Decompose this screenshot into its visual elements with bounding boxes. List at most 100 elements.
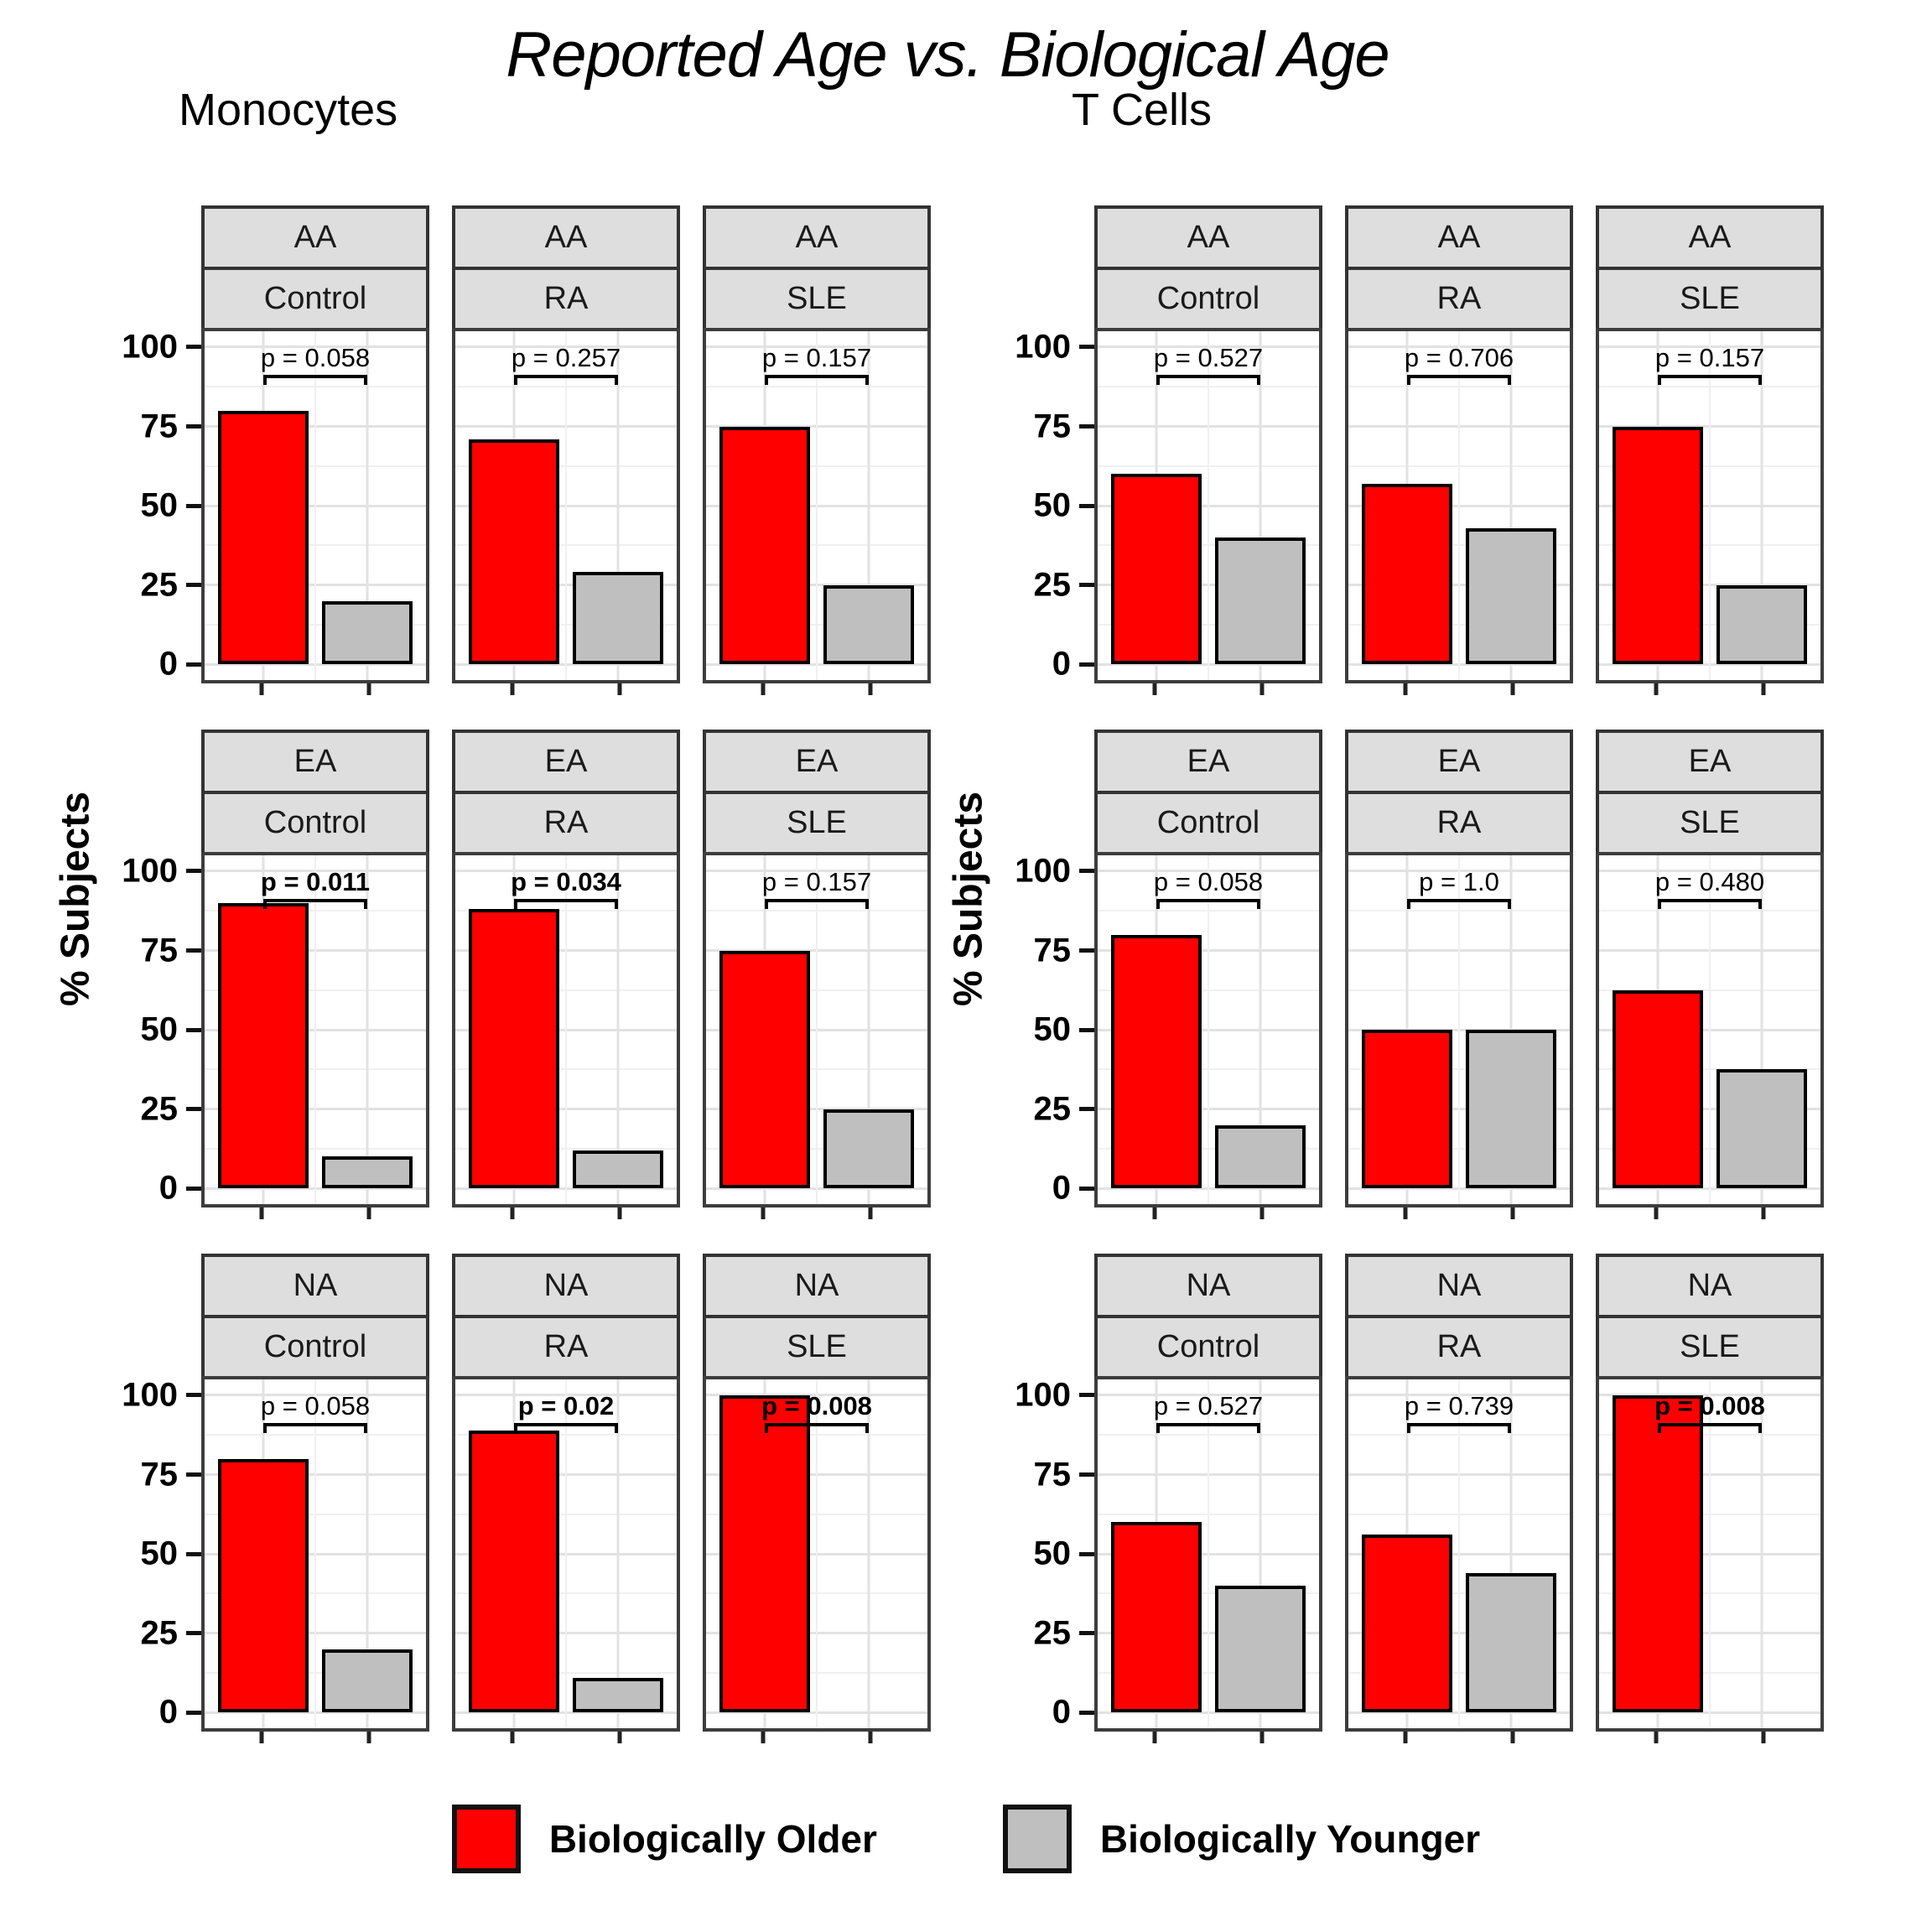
facet-strip-cohort: SLE <box>1596 267 1824 331</box>
x-tick-mark <box>868 1208 873 1219</box>
x-tick-mark <box>1761 683 1766 695</box>
y-axis-gutter: 100 75 50 25 0 <box>998 205 1094 683</box>
gridline-major <box>1259 331 1262 680</box>
gridline-minor <box>314 1379 316 1728</box>
facet-grid: 100 75 50 25 0 AA Control p = 0.058 AA RA p … <box>105 205 931 1778</box>
p-value-label: p = 0.011 <box>260 867 371 897</box>
y-tick-mark <box>186 662 201 667</box>
facet-strip-race: EA <box>201 730 429 794</box>
p-value-label: p = 0.257 <box>511 343 621 373</box>
y-tick-mark <box>186 345 201 350</box>
y-tick-label: 25 <box>140 1614 179 1651</box>
plot-panel: p = 0.157 <box>703 852 931 1208</box>
facet-strip-cohort: RA <box>1345 1315 1573 1379</box>
bar-older <box>1361 1535 1453 1713</box>
x-tick-mark <box>617 1732 622 1743</box>
x-tick-mark <box>1152 683 1157 695</box>
y-tick-label: 0 <box>1052 1693 1071 1731</box>
y-tick-label: 75 <box>1033 932 1072 969</box>
bar-younger <box>1214 1585 1306 1713</box>
y-tick-label: 25 <box>1033 1090 1072 1127</box>
legend-label-younger: Biologically Younger <box>1099 1817 1481 1861</box>
y-tick-label: 100 <box>122 1376 178 1414</box>
gridline-major <box>1509 855 1513 1204</box>
p-value-label: p = 0.02 <box>517 1391 615 1421</box>
y-tick-mark <box>1079 345 1094 350</box>
y-tick-mark <box>1079 503 1094 508</box>
facet-row-EA: 100 75 50 25 0 EA Control p = 0.011 EA RA p … <box>105 730 931 1219</box>
gridline-minor <box>1208 331 1209 680</box>
bar-younger <box>1214 537 1306 665</box>
gridline-major <box>1509 1379 1513 1728</box>
facet-panel: AA SLE p = 0.157 <box>1596 205 1824 695</box>
facet-row-NA: 100 75 50 25 0 NA Control p = 0.527 NA RA p … <box>998 1254 1824 1743</box>
facet-panel: AA Control p = 0.527 <box>1094 205 1322 695</box>
x-tick-mark <box>617 1208 622 1219</box>
y-tick-label: 25 <box>1033 1614 1072 1651</box>
facet-strip-race: NA <box>1094 1254 1322 1318</box>
facet-strip-race: NA <box>703 1254 931 1318</box>
facet-strip-cohort: RA <box>452 1315 680 1379</box>
x-tick-mark <box>510 1208 515 1219</box>
gridline-major <box>1405 855 1409 1204</box>
facet-strip-cohort: RA <box>452 267 680 331</box>
facet-group-0: Monocytes % Subjects 100 75 50 25 0 AA Control… <box>54 84 931 1769</box>
bar-younger <box>572 1150 664 1189</box>
plot-panel: p = 0.011 <box>201 852 429 1208</box>
significance-bracket <box>1406 1423 1512 1434</box>
chart-title: Reported Age vs. Biological Age <box>506 19 1389 91</box>
bar-younger <box>1465 527 1557 665</box>
y-axis-gutter: 100 75 50 25 0 <box>998 730 1094 1208</box>
y-tick-mark <box>1079 662 1094 667</box>
y-tick-mark <box>186 1027 201 1032</box>
gridline-major <box>1259 1379 1262 1728</box>
x-tick-mark <box>868 1732 873 1743</box>
group-title: Monocytes <box>179 85 398 135</box>
x-tick-mark <box>259 1732 264 1743</box>
p-value-label: p = 0.058 <box>260 1391 371 1421</box>
y-tick-mark <box>1079 1631 1094 1635</box>
x-tick-mark <box>761 683 766 695</box>
significance-bracket <box>513 1423 619 1434</box>
bar-younger <box>321 600 413 665</box>
bar-older <box>468 1430 560 1713</box>
x-tick-mark <box>1403 1732 1408 1743</box>
significance-bracket <box>262 1423 368 1434</box>
gridline-major <box>366 855 369 1204</box>
y-tick-label: 100 <box>1015 1376 1071 1414</box>
gridline-major <box>366 331 369 680</box>
bar-older <box>217 410 309 665</box>
bar-younger <box>823 1109 915 1189</box>
plot-panel: p = 0.02 <box>452 1376 680 1732</box>
bar-older <box>719 950 811 1189</box>
legend-swatch-younger <box>1002 1805 1072 1873</box>
bar-older <box>1110 934 1202 1189</box>
significance-bracket <box>764 1423 870 1434</box>
plot-panel: p = 0.058 <box>1094 852 1322 1208</box>
facet-panel: AA RA p = 0.706 <box>1345 205 1573 695</box>
y-tick-mark <box>186 1710 201 1715</box>
facet-panel: NA Control p = 0.058 <box>201 1254 429 1743</box>
facet-strip-cohort: SLE <box>703 791 931 855</box>
bar-older <box>1110 1522 1202 1713</box>
x-tick-mark <box>366 1208 371 1219</box>
bar-older <box>1612 426 1704 665</box>
facet-strip-race: AA <box>201 205 429 270</box>
y-tick-mark <box>1079 1186 1094 1191</box>
gridline-minor <box>1208 855 1209 1204</box>
significance-bracket <box>262 899 368 910</box>
plot-panel: p = 0.034 <box>452 852 680 1208</box>
bar-younger <box>1716 584 1808 665</box>
facet-panel: NA RA p = 0.02 <box>452 1254 680 1743</box>
y-tick-label: 50 <box>140 486 179 524</box>
x-tick-mark <box>617 683 622 695</box>
y-tick-mark <box>186 948 201 953</box>
bar-older <box>1361 1030 1453 1189</box>
y-tick-label: 0 <box>158 1169 178 1207</box>
legend: Biologically Older Biologically Younger <box>0 1805 1932 1873</box>
y-tick-mark <box>1079 1710 1094 1715</box>
x-tick-mark <box>1403 683 1408 695</box>
y-tick-label: 100 <box>1015 852 1071 890</box>
facet-strip-race: AA <box>1596 205 1824 270</box>
